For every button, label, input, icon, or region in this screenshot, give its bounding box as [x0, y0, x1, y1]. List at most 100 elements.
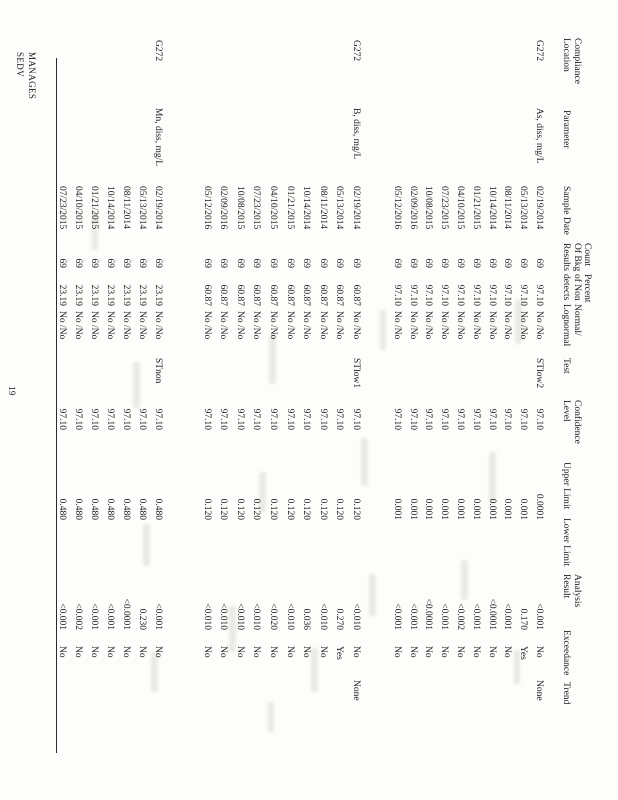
cell-count: 69 [153, 258, 163, 269]
cell-normlog: No /No [455, 311, 465, 340]
cell-result: <0.001 [534, 603, 544, 630]
cell-result: 0.170 [518, 608, 528, 630]
col-header-sample_date: Sample Date [561, 186, 572, 235]
cell-test: STlow2 [534, 358, 544, 389]
cell-confidence: 97.10 [471, 408, 481, 430]
cell-date: 07/23/2015 [439, 186, 449, 230]
cell-confidence: 97.10 [487, 408, 497, 430]
cell-upper: 0.001 [439, 498, 449, 520]
cell-normlog: No /No [439, 311, 449, 340]
scan-artifact [369, 574, 376, 616]
cell-parameter: Mn, diss, mg/L [153, 108, 163, 167]
cell-normlog: No /No [137, 311, 147, 340]
cell-exceedance: No [121, 646, 131, 658]
cell-count: 69 [202, 258, 212, 269]
cell-exceedance: No [351, 646, 361, 658]
cell-upper: 0.480 [57, 498, 67, 520]
cell-upper: 0.001 [487, 498, 497, 520]
scan-artifact [269, 334, 276, 384]
cell-exceedance: No [235, 646, 245, 658]
cell-normlog: No /No [57, 311, 67, 340]
cell-percent: 60.87 [268, 284, 278, 306]
cell-date: 04/10/2015 [268, 186, 278, 230]
cell-percent: 60.87 [235, 284, 245, 306]
cell-count: 69 [392, 258, 402, 269]
cell-test: STnon [153, 358, 163, 384]
cell-count: 69 [534, 258, 544, 269]
cell-count: 69 [121, 258, 131, 269]
cell-upper: 0.120 [301, 498, 311, 520]
cell-percent: 60.87 [318, 284, 328, 306]
cell-result: <0.001 [408, 603, 418, 630]
col-header-confidence: Level [561, 400, 572, 422]
cell-result: <0.001 [439, 603, 449, 630]
cell-date: 08/11/2014 [318, 186, 328, 229]
cell-percent: 60.87 [202, 284, 212, 306]
cell-confidence: 97.10 [318, 408, 328, 430]
cell-upper: 0.480 [137, 498, 147, 520]
cell-confidence: 97.10 [73, 408, 83, 430]
cell-confidence: 97.10 [301, 408, 311, 430]
cell-percent: 23.19 [57, 284, 67, 306]
cell-percent: 97.10 [439, 284, 449, 306]
cell-location: G272 [153, 40, 163, 62]
cell-count: 69 [73, 258, 83, 269]
cell-date: 02/19/2014 [534, 186, 544, 230]
cell-normlog: No /No [73, 311, 83, 340]
cell-count: 69 [235, 258, 245, 269]
cell-upper: 0.001 [518, 498, 528, 520]
cell-result: 0.036 [301, 608, 311, 630]
cell-confidence: 97.10 [121, 408, 131, 430]
cell-result: <0.010 [235, 603, 245, 630]
cell-date: 10/14/2014 [301, 186, 311, 230]
cell-upper: 0.480 [153, 498, 163, 520]
cell-upper: 0.120 [218, 498, 228, 520]
footer-doc-code: SEDV [15, 52, 25, 78]
cell-normlog: No /No [153, 311, 163, 340]
col-header-result: Result [561, 574, 572, 599]
cell-percent: 23.19 [105, 284, 115, 306]
cell-upper: 0.001 [471, 498, 481, 520]
cell-normlog: No /No [408, 311, 418, 340]
cell-count: 69 [218, 258, 228, 269]
cell-confidence: 97.10 [268, 408, 278, 430]
cell-date: 05/12/2016 [392, 186, 402, 230]
cell-confidence: 97.10 [423, 408, 433, 430]
cell-confidence: 97.10 [334, 408, 344, 430]
cell-confidence: 97.10 [89, 408, 99, 430]
col-header-count: Results [561, 243, 572, 271]
cell-location: G272 [351, 40, 361, 62]
cell-count: 69 [301, 258, 311, 269]
cell-result: <0.001 [153, 603, 163, 630]
cell-trend: None [534, 680, 544, 701]
cell-percent: 97.10 [518, 284, 528, 306]
cell-normlog: No /No [235, 311, 245, 340]
page-number: 19 [7, 386, 17, 396]
cell-confidence: 97.10 [153, 408, 163, 430]
cell-percent: 23.19 [73, 284, 83, 306]
cell-exceedance: No [251, 646, 261, 658]
cell-normlog: No /No [268, 311, 278, 340]
cell-count: 69 [351, 258, 361, 269]
cell-result: <0.002 [455, 603, 465, 630]
col-header-parameter: Parameter [561, 110, 572, 149]
cell-result: 0.230 [137, 608, 147, 630]
cell-count: 69 [439, 258, 449, 269]
cell-exceedance: No [268, 646, 278, 658]
scan-artifact [380, 310, 386, 350]
col-header-confidence: Confidence [572, 400, 582, 444]
cell-upper: 0.120 [251, 498, 261, 520]
cell-trend: None [351, 680, 361, 701]
cell-upper: 0.120 [202, 498, 212, 520]
cell-percent: 60.87 [218, 284, 228, 306]
cell-count: 69 [89, 258, 99, 269]
cell-parameter: B, diss, mg/L [351, 108, 361, 160]
cell-confidence: 97.10 [351, 408, 361, 430]
cell-upper: 0.120 [334, 498, 344, 520]
cell-confidence: 97.10 [251, 408, 261, 430]
col-header-location: Location [561, 38, 572, 72]
cell-date: 04/10/2015 [455, 186, 465, 230]
cell-exceedance: No [502, 646, 512, 658]
cell-result: <0.0001 [423, 598, 433, 630]
